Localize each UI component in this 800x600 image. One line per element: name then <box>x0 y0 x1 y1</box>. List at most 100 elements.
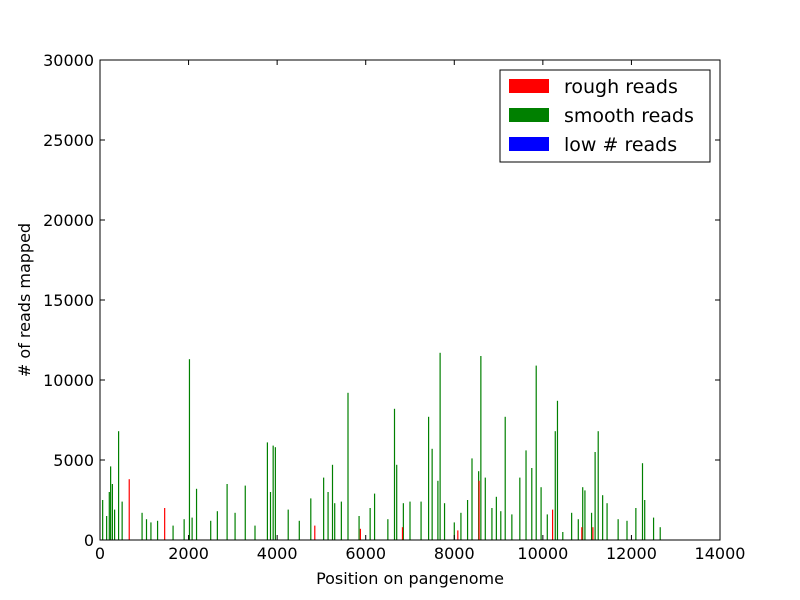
bar-smooth-reads <box>287 509 289 540</box>
bar-smooth-reads <box>480 356 482 540</box>
bar-smooth-reads <box>471 458 473 540</box>
x-tick-label: 2000 <box>168 544 209 563</box>
x-tick-label: 4000 <box>257 544 298 563</box>
bar-smooth-reads <box>272 445 274 540</box>
legend-label: rough reads <box>564 76 678 98</box>
bar-smooth-reads <box>298 520 300 540</box>
bar-smooth-reads <box>150 522 152 540</box>
bar-smooth-reads <box>191 517 193 540</box>
bar-smooth-reads <box>577 519 579 540</box>
bar-smooth-reads <box>466 500 469 540</box>
bar-rough-reads <box>128 479 130 540</box>
bar-rough-reads <box>401 527 404 540</box>
bar-smooth-reads <box>431 448 433 540</box>
bar-smooth-reads <box>443 503 446 540</box>
x-tick-label: 12000 <box>606 544 657 563</box>
bar-rough-reads <box>164 508 166 540</box>
y-tick-label: 0 <box>84 531 94 550</box>
y-tick-label: 10000 <box>43 371 94 390</box>
bar-smooth-reads <box>439 352 441 540</box>
bar-smooth-reads <box>396 464 398 540</box>
legend-swatch <box>509 108 549 122</box>
bar-smooth-reads <box>635 508 637 540</box>
x-axis-label: Position on pangenome <box>316 569 504 588</box>
y-tick-label: 20000 <box>43 211 94 230</box>
bar-smooth-reads <box>554 431 556 540</box>
bar-smooth-reads <box>460 512 462 540</box>
bar-smooth-reads <box>244 485 246 540</box>
bar-smooth-reads <box>269 492 272 540</box>
bar-rough-reads <box>478 480 480 540</box>
bar-smooth-reads <box>323 477 325 540</box>
bar-smooth-reads <box>428 416 430 540</box>
legend-label: smooth reads <box>564 105 694 127</box>
legend-swatch <box>509 79 549 93</box>
bar-smooth-reads <box>141 512 143 540</box>
bar-smooth-reads <box>108 492 110 540</box>
bar-smooth-reads <box>327 492 329 540</box>
bar-smooth-reads <box>334 503 336 540</box>
bar-smooth-reads <box>145 519 148 540</box>
y-tick-label: 30000 <box>43 51 94 70</box>
bar-smooth-reads <box>491 508 493 540</box>
bar-smooth-reads <box>659 527 661 540</box>
bar-smooth-reads <box>540 487 542 540</box>
bar-smooth-reads <box>110 466 112 540</box>
bar-smooth-reads <box>582 487 584 540</box>
bar-smooth-reads <box>594 452 596 540</box>
bar-smooth-reads <box>546 514 548 540</box>
bar-smooth-reads <box>234 512 236 540</box>
x-tick-label: 8000 <box>434 544 475 563</box>
y-tick-label: 25000 <box>43 131 94 150</box>
bar-smooth-reads <box>644 500 646 540</box>
bar-smooth-reads <box>393 408 396 540</box>
bar-rough-reads <box>359 528 361 540</box>
bar-smooth-reads <box>188 359 191 540</box>
bar-smooth-reads <box>652 517 655 540</box>
bar-smooth-reads <box>114 509 116 540</box>
bar-smooth-reads <box>340 501 342 540</box>
bar-smooth-reads <box>387 519 389 540</box>
bar-smooth-reads <box>402 503 404 540</box>
bar-smooth-reads <box>571 512 573 540</box>
bar-smooth-reads <box>484 477 486 540</box>
bar-rough-reads <box>314 525 316 540</box>
bar-smooth-reads <box>535 365 537 540</box>
bar-smooth-reads <box>556 400 559 540</box>
legend: rough reads smooth reads low # reads <box>499 69 711 163</box>
bar-smooth-reads <box>531 468 533 540</box>
x-tick-label: 0 <box>95 544 105 563</box>
bar-rough-reads <box>552 509 554 540</box>
y-tick-label: 15000 <box>43 291 94 310</box>
bar-smooth-reads <box>562 532 564 540</box>
bar-smooth-reads <box>519 477 521 540</box>
bar-smooth-reads <box>210 520 212 540</box>
bar-smooth-reads <box>641 463 644 540</box>
x-tick-label: 14000 <box>695 544 746 563</box>
x-tick-label: 10000 <box>517 544 568 563</box>
bar-smooth-reads <box>156 520 159 540</box>
bar-smooth-reads <box>195 488 198 540</box>
bar-smooth-reads <box>420 501 422 540</box>
bar-smooth-reads <box>254 525 256 540</box>
bar-smooth-reads <box>106 516 108 540</box>
bar-smooth-reads <box>617 519 619 540</box>
bar-smooth-reads <box>358 516 360 540</box>
bar-smooth-reads <box>606 503 608 540</box>
bar-smooth-reads <box>602 495 604 540</box>
bar-smooth-reads <box>373 493 376 540</box>
bar-rough-reads <box>581 527 583 540</box>
bar-smooth-reads <box>111 484 113 540</box>
bar-smooth-reads <box>584 490 586 540</box>
bar-smooth-reads <box>626 520 628 540</box>
bar-smooth-reads <box>409 501 411 540</box>
bar-smooth-reads <box>504 416 506 540</box>
bar-smooth-reads <box>597 431 599 540</box>
bar-smooth-reads <box>266 442 268 540</box>
x-tick-label: 6000 <box>345 544 386 563</box>
bar-smooth-reads <box>226 484 228 540</box>
bar-smooth-reads <box>102 500 104 540</box>
legend-swatch <box>509 137 549 151</box>
bar-smooth-reads <box>437 480 439 540</box>
